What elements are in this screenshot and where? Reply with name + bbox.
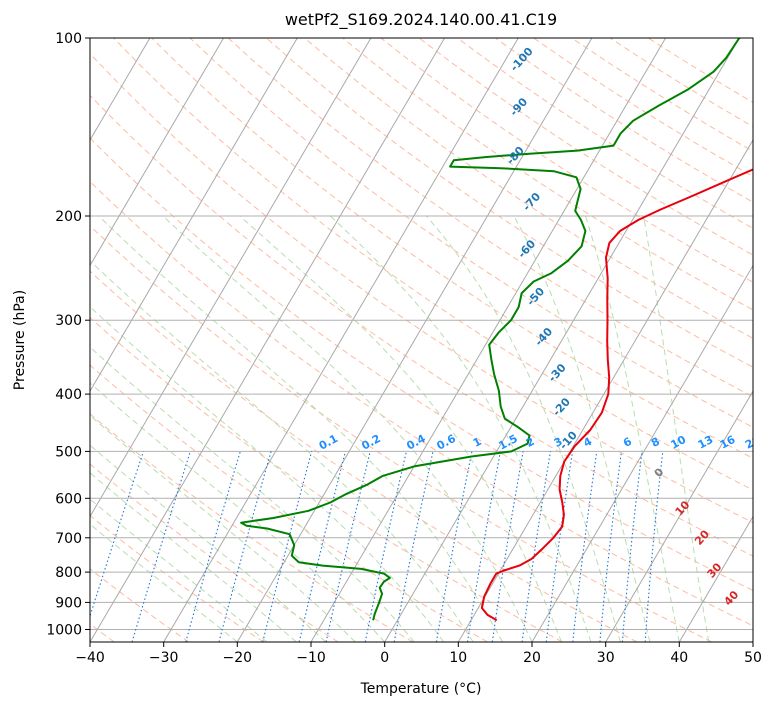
moist-adiabat bbox=[585, 215, 680, 642]
moist-adiabat bbox=[90, 472, 297, 642]
isotherm bbox=[90, 38, 298, 393]
x-tick-label: 10 bbox=[449, 650, 467, 666]
chart-title: wetPf2_S169.2024.140.00.41.C19 bbox=[285, 10, 557, 30]
y-tick-label: 900 bbox=[55, 595, 82, 611]
y-tick-label: 1000 bbox=[46, 623, 82, 639]
moist-adiabat bbox=[162, 215, 533, 642]
moist-adiabat bbox=[643, 215, 710, 642]
moist-adiabat bbox=[98, 215, 503, 642]
y-tick-label: 600 bbox=[55, 491, 82, 507]
mixing-ratio-label: 10 bbox=[669, 433, 689, 452]
x-tick-label: 30 bbox=[597, 650, 615, 666]
moist-adiabat bbox=[239, 215, 562, 642]
mixing-ratio-line bbox=[325, 451, 371, 642]
dry-adiabat bbox=[90, 514, 264, 642]
x-tick-label: −30 bbox=[149, 650, 179, 666]
x-tick-label: 50 bbox=[744, 650, 762, 666]
dry-adiabat bbox=[266, 38, 753, 368]
mixing-ratio-line bbox=[131, 451, 191, 642]
isotherm bbox=[163, 38, 519, 642]
plot-area: -100-90-80-70-60-50-40-30-20-100.1 0.2 0.4… bbox=[90, 38, 763, 642]
x-tick-label: −20 bbox=[223, 650, 253, 666]
mixing-ratio-label: 13 bbox=[696, 433, 716, 452]
mixing-ratio-line bbox=[621, 451, 643, 642]
moist-adiabat bbox=[90, 414, 356, 642]
axes: −40 −30 −20 −10 0 10 20 30 40 50 100 200 300 400 500 60… bbox=[46, 31, 762, 666]
dry-adiabat bbox=[113, 38, 753, 491]
isotherm bbox=[90, 38, 372, 518]
moist-adiabat bbox=[90, 259, 474, 642]
isotherm bbox=[310, 38, 667, 642]
moist-adiabat bbox=[90, 444, 327, 642]
x-tick-label: 40 bbox=[670, 650, 688, 666]
isotherm bbox=[457, 139, 753, 642]
isotherm bbox=[236, 38, 593, 642]
mixing-ratio-line bbox=[262, 451, 313, 642]
x-tick-label: 20 bbox=[523, 650, 541, 666]
mixing-ratio-line bbox=[491, 451, 524, 642]
dry-adiabat bbox=[90, 568, 190, 642]
moist-adiabat bbox=[329, 215, 592, 642]
background-lines bbox=[90, 38, 753, 642]
dry-adiabat bbox=[90, 364, 488, 642]
mixing-ratio-line bbox=[599, 451, 623, 642]
isotherm bbox=[384, 38, 740, 642]
dry-adiabat bbox=[90, 180, 753, 627]
dry-adiabat bbox=[304, 38, 753, 339]
moist-adiabat bbox=[90, 382, 386, 642]
x-tick-label: 0 bbox=[380, 650, 389, 666]
isotherm bbox=[531, 264, 753, 642]
x-tick-label: −10 bbox=[296, 650, 326, 666]
x-axis-label: Temperature (°C) bbox=[360, 681, 482, 697]
isotherm bbox=[90, 38, 446, 642]
plot-frame bbox=[89, 37, 754, 643]
mixing-ratio-label: 20 bbox=[743, 433, 763, 452]
y-tick-label: 800 bbox=[55, 565, 82, 581]
x-tick-label: −40 bbox=[75, 650, 105, 666]
y-tick-label: 500 bbox=[55, 444, 82, 460]
mixing-ratio-line bbox=[521, 451, 552, 642]
profile-lines bbox=[240, 38, 753, 622]
y-tick-label: 200 bbox=[55, 209, 82, 225]
temperature-line bbox=[480, 168, 753, 622]
mixing-ratio-line bbox=[185, 451, 241, 642]
mixing-ratio-line bbox=[466, 451, 501, 642]
dry-adiabat bbox=[151, 38, 753, 459]
y-tick-label: 300 bbox=[55, 313, 82, 329]
dry-adiabat bbox=[90, 225, 712, 642]
mixing-ratio-line bbox=[545, 451, 574, 642]
moist-adiabat bbox=[90, 498, 268, 642]
isotherm bbox=[90, 38, 151, 142]
isotherm bbox=[605, 390, 753, 642]
mixing-ratio-line bbox=[572, 451, 598, 642]
y-axis-label: Pressure (hPa) bbox=[12, 290, 28, 390]
y-tick-label: 100 bbox=[55, 31, 82, 47]
mixing-ratio-line bbox=[218, 451, 272, 642]
y-tick-label: 400 bbox=[55, 387, 82, 403]
dry-adiabat bbox=[90, 52, 753, 524]
dewpoint-line bbox=[240, 38, 741, 621]
isotherm bbox=[678, 515, 753, 642]
y-tick-label: 700 bbox=[55, 531, 82, 547]
dry-adiabat bbox=[90, 413, 414, 642]
mixing-ratio-label: 16 bbox=[718, 433, 738, 452]
isotherm bbox=[90, 38, 225, 267]
